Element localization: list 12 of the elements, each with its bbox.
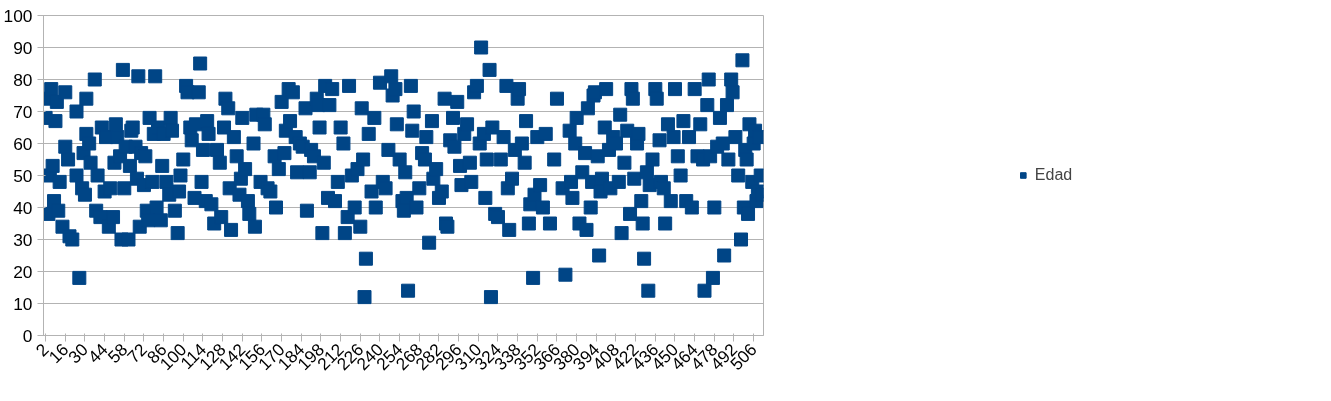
y-tick-label: 90 <box>13 37 33 58</box>
y-tick-label: 0 <box>22 325 33 346</box>
y-tick-label: 50 <box>13 165 33 186</box>
y-tick-label: 10 <box>13 293 33 314</box>
legend-label: Edad <box>1034 166 1073 184</box>
y-tick-label: 100 <box>3 5 33 26</box>
y-tick-label: 30 <box>13 229 33 250</box>
y-tick-label: 60 <box>13 133 33 154</box>
y-tick-label: 70 <box>13 101 33 122</box>
y-tick-label: 80 <box>13 69 33 90</box>
y-tick-label: 40 <box>13 197 33 218</box>
y-tick-label: 20 <box>13 261 33 282</box>
